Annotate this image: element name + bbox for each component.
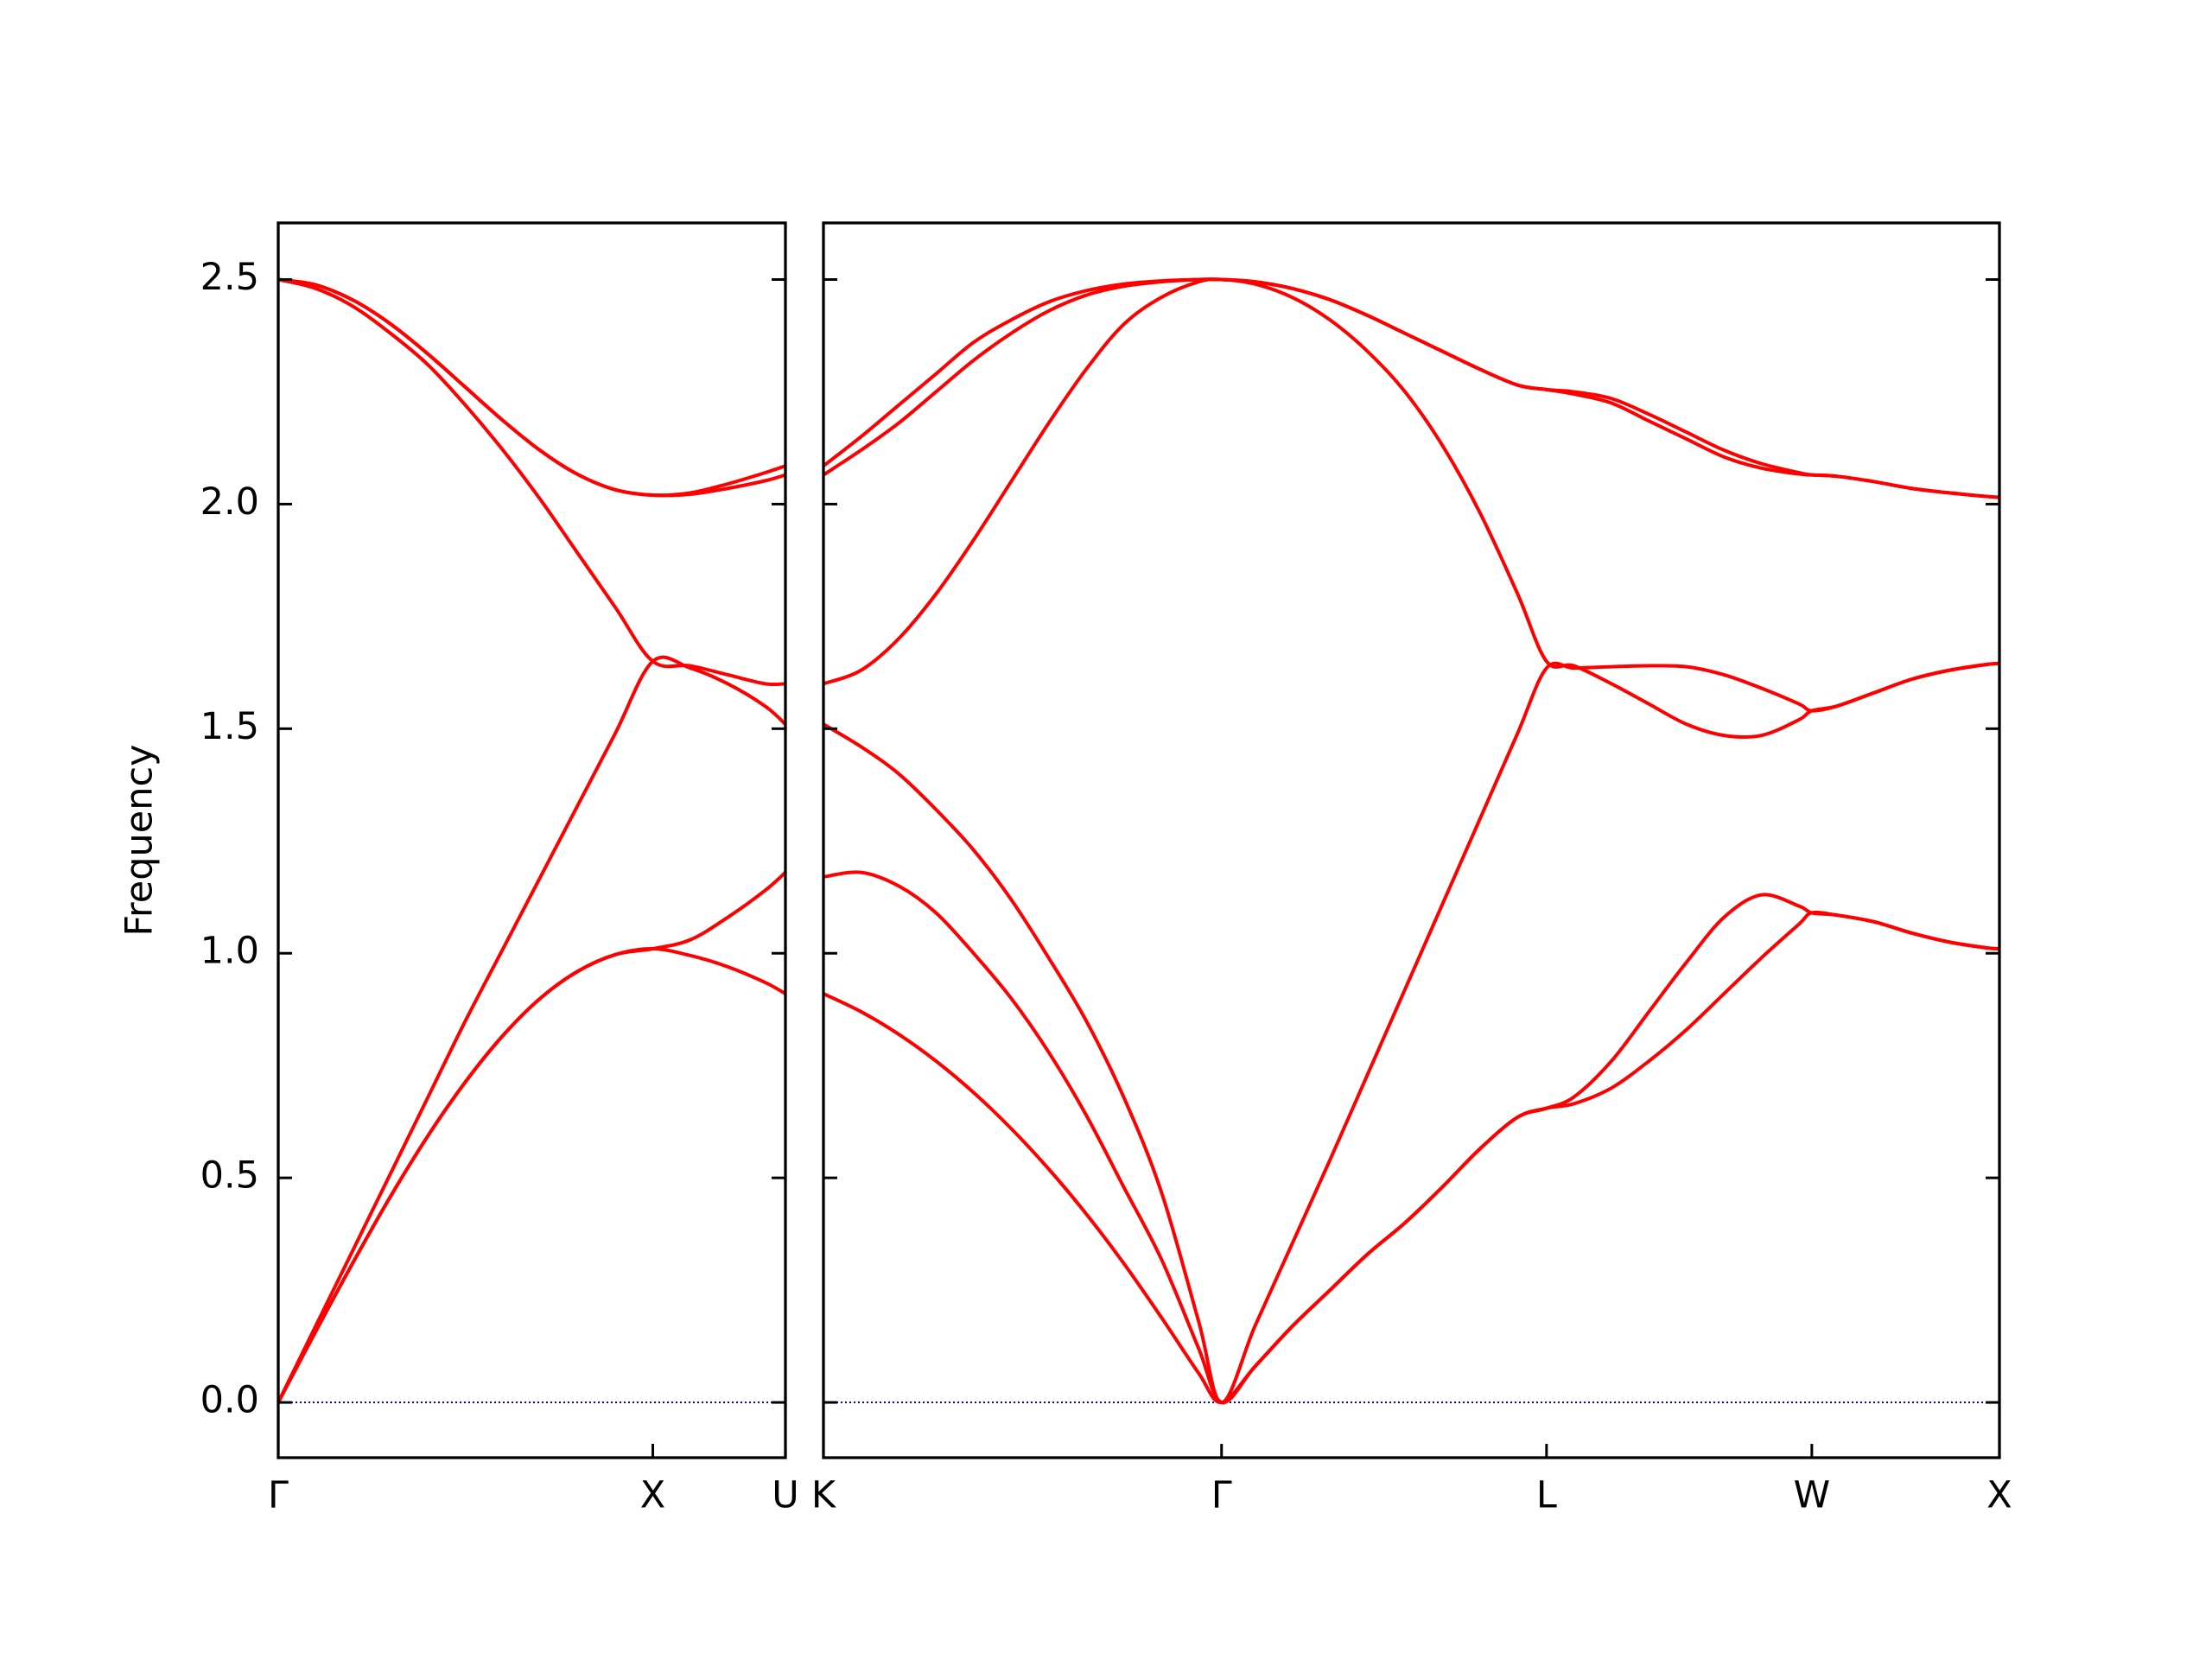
y-tick-label: 1.0 xyxy=(200,930,259,973)
band-line xyxy=(822,277,2000,499)
x-tick-label: K xyxy=(811,1474,837,1517)
x-tick-label: W xyxy=(1794,1474,1831,1517)
y-tick-label: 2.5 xyxy=(200,256,259,299)
x-tick-label: U xyxy=(772,1474,798,1517)
band-line xyxy=(276,871,787,1403)
x-tick-label: X xyxy=(640,1474,665,1517)
band-line xyxy=(276,655,787,1403)
x-tick-label: X xyxy=(1986,1474,2012,1517)
band-line xyxy=(822,661,2000,1405)
y-tick-label: 2.0 xyxy=(200,480,259,524)
x-tick-label: L xyxy=(1536,1474,1557,1517)
band-line xyxy=(823,870,2000,1405)
x-tick-label: Γ xyxy=(268,1474,289,1517)
plot-frame xyxy=(822,221,2001,1459)
y-tick-label: 1.5 xyxy=(200,705,259,748)
x-tick-label: Γ xyxy=(1211,1474,1232,1517)
band-line xyxy=(823,277,2000,740)
y-axis-label: Frequency xyxy=(118,744,162,936)
band-line xyxy=(277,277,786,498)
y-tick-label: 0.0 xyxy=(200,1379,259,1422)
band-line xyxy=(277,277,786,687)
plot-frame xyxy=(276,221,787,1459)
y-tick-label: 0.5 xyxy=(200,1154,259,1198)
